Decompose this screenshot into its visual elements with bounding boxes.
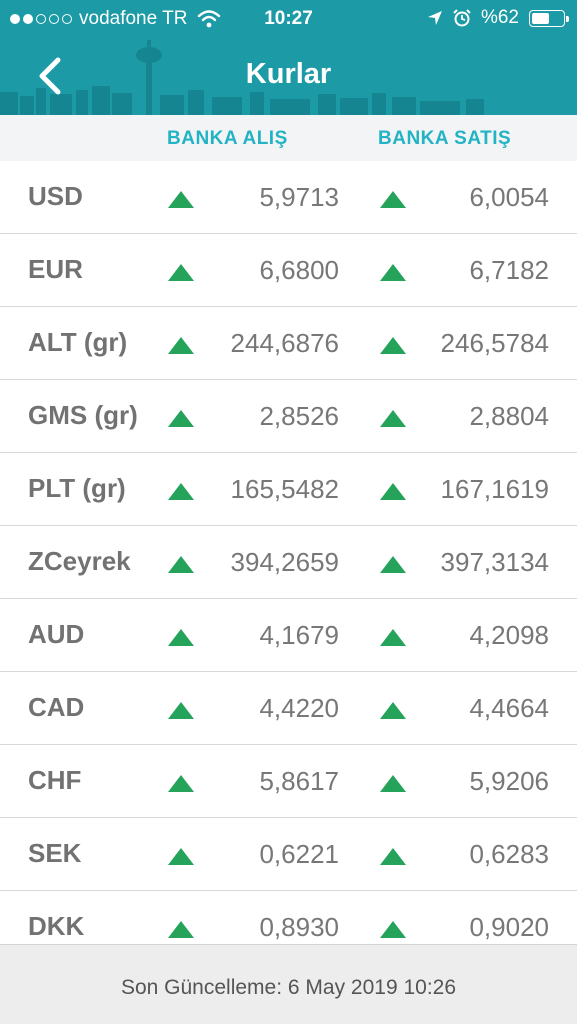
sell-rate: 6,7182 bbox=[469, 255, 549, 285]
sell-rate: 246,5784 bbox=[440, 328, 549, 358]
trend-up-icon bbox=[380, 410, 406, 427]
buy-rate: 0,8930 bbox=[259, 912, 339, 942]
column-header-sell: BANKA SATIŞ bbox=[378, 128, 512, 149]
sell-rate: 5,9206 bbox=[469, 766, 549, 796]
column-header-buy: BANKA ALIŞ bbox=[167, 128, 288, 149]
sell-rate: 4,4664 bbox=[469, 693, 549, 723]
table-row[interactable]: ALT (gr) 244,6876 246,5784 bbox=[0, 307, 577, 380]
currency-code: GMS (gr) bbox=[28, 400, 138, 430]
buy-rate: 6,6800 bbox=[259, 255, 339, 285]
page-title: Kurlar bbox=[245, 58, 332, 90]
buy-rate: 4,4220 bbox=[259, 693, 339, 723]
sell-rate: 0,9020 bbox=[469, 912, 549, 942]
currency-code: ALT (gr) bbox=[28, 327, 128, 357]
currency-code: AUD bbox=[28, 619, 85, 649]
table-row[interactable]: USD 5,9713 6,0054 bbox=[0, 161, 577, 234]
signal-strength-icon bbox=[10, 14, 72, 24]
table-row[interactable]: SEK 0,6221 0,6283 bbox=[0, 818, 577, 891]
alarm-icon bbox=[453, 9, 471, 27]
trend-up-icon bbox=[380, 191, 406, 208]
currency-code: PLT (gr) bbox=[28, 473, 126, 503]
trend-up-icon bbox=[380, 483, 406, 500]
buy-rate: 394,2659 bbox=[230, 547, 339, 577]
trend-up-icon bbox=[168, 337, 194, 354]
rates-list: USD 5,9713 6,0054 EUR 6,6800 6,7182 ALT (gr) 24… bbox=[0, 161, 577, 964]
trend-up-icon bbox=[168, 848, 194, 865]
sell-rate: 2,8804 bbox=[469, 401, 549, 431]
currency-code: CHF bbox=[28, 765, 82, 795]
trend-up-icon bbox=[380, 775, 406, 792]
battery-icon bbox=[529, 9, 569, 27]
wifi-icon bbox=[198, 10, 221, 28]
sell-rate: 6,0054 bbox=[469, 182, 549, 212]
carrier-name: vodafone TR bbox=[79, 8, 188, 29]
table-row[interactable]: PLT (gr) 165,5482 167,1619 bbox=[0, 453, 577, 526]
sell-rate: 397,3134 bbox=[440, 547, 549, 577]
trend-up-icon bbox=[168, 556, 194, 573]
trend-up-icon bbox=[168, 629, 194, 646]
table-row[interactable]: ZCeyrek 394,2659 397,3134 bbox=[0, 526, 577, 599]
currency-code: EUR bbox=[28, 254, 83, 284]
status-bar: vodafone TR 10:27 %62 bbox=[0, 0, 577, 38]
currency-code: CAD bbox=[28, 692, 85, 722]
buy-rate: 5,8617 bbox=[259, 766, 339, 796]
last-update-text: Son Güncelleme: 6 May 2019 10:26 bbox=[120, 976, 457, 999]
sell-rate: 167,1619 bbox=[440, 474, 549, 504]
trend-up-icon bbox=[380, 556, 406, 573]
battery-percent: %62 bbox=[480, 7, 519, 28]
column-headers: BANKA ALIŞ BANKA SATIŞ bbox=[0, 115, 577, 161]
trend-up-icon bbox=[380, 264, 406, 281]
city-skyline-illustration bbox=[0, 40, 484, 115]
sell-rate: 0,6283 bbox=[469, 839, 549, 869]
footer-bar: Son Güncelleme: 6 May 2019 10:26 bbox=[0, 944, 577, 1024]
buy-rate: 4,1679 bbox=[259, 620, 339, 650]
buy-rate: 244,6876 bbox=[230, 328, 339, 358]
trend-up-icon bbox=[168, 191, 194, 208]
currency-code: ZCeyrek bbox=[28, 546, 131, 576]
status-time: 10:27 bbox=[264, 8, 313, 29]
currency-code: USD bbox=[28, 181, 83, 211]
trend-up-icon bbox=[380, 702, 406, 719]
trend-up-icon bbox=[168, 410, 194, 427]
table-row[interactable]: CAD 4,4220 4,4664 bbox=[0, 672, 577, 745]
header-bar: vodafone TR 10:27 %62 bbox=[0, 0, 577, 115]
buy-rate: 165,5482 bbox=[230, 474, 339, 504]
location-arrow-icon bbox=[427, 11, 442, 25]
buy-rate: 2,8526 bbox=[259, 401, 339, 431]
trend-up-icon bbox=[168, 264, 194, 281]
currency-code: SEK bbox=[28, 838, 82, 868]
currency-code: DKK bbox=[28, 911, 85, 941]
trend-up-icon bbox=[168, 921, 194, 938]
buy-rate: 5,9713 bbox=[259, 182, 339, 212]
chevron-left-icon[interactable] bbox=[34, 56, 68, 96]
trend-up-icon bbox=[168, 775, 194, 792]
trend-up-icon bbox=[380, 921, 406, 938]
trend-up-icon bbox=[380, 629, 406, 646]
trend-up-icon bbox=[380, 848, 406, 865]
table-row[interactable]: CHF 5,8617 5,9206 bbox=[0, 745, 577, 818]
sell-rate: 4,2098 bbox=[469, 620, 549, 650]
trend-up-icon bbox=[380, 337, 406, 354]
table-row[interactable]: AUD 4,1679 4,2098 bbox=[0, 599, 577, 672]
table-row[interactable]: GMS (gr) 2,8526 2,8804 bbox=[0, 380, 577, 453]
table-row[interactable]: EUR 6,6800 6,7182 bbox=[0, 234, 577, 307]
trend-up-icon bbox=[168, 483, 194, 500]
buy-rate: 0,6221 bbox=[259, 839, 339, 869]
trend-up-icon bbox=[168, 702, 194, 719]
